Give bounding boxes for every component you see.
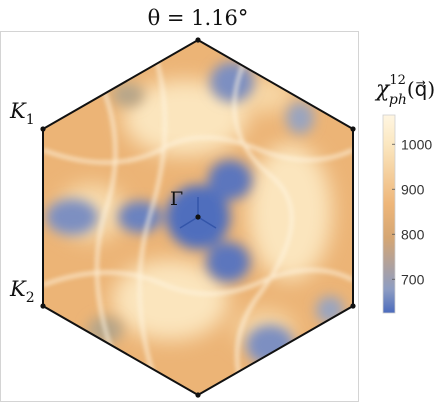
vertex-marker-k2 [40,303,46,309]
vertex-marker [195,392,201,398]
vertex-marker [350,303,356,309]
plot-frame [0,31,359,402]
label-gamma: Γ [170,188,183,210]
label-k2: K2 [9,277,35,306]
gamma-point-marker [195,214,201,220]
vertex-marker [195,37,201,43]
chart-title: θ = 1.16° [148,6,249,30]
gamma-features [179,197,217,229]
heatmap [43,40,353,395]
band-lines [43,40,353,395]
colorbar-tick-label: 800 [401,226,425,242]
label-k1: K1 [9,99,35,128]
colorbar-ticks: 1000 900 800 700 [392,136,432,287]
colorbar-tick-label: 1000 [401,136,432,152]
colorbar-tick-label: 700 [401,271,425,287]
colorbar-tick-label: 900 [401,181,425,197]
colorbar-label: χ12 ph(q⃗) [374,73,435,108]
colorbar [382,114,396,314]
vertex-marker [350,126,356,132]
vertex-marker-k1 [40,126,46,132]
